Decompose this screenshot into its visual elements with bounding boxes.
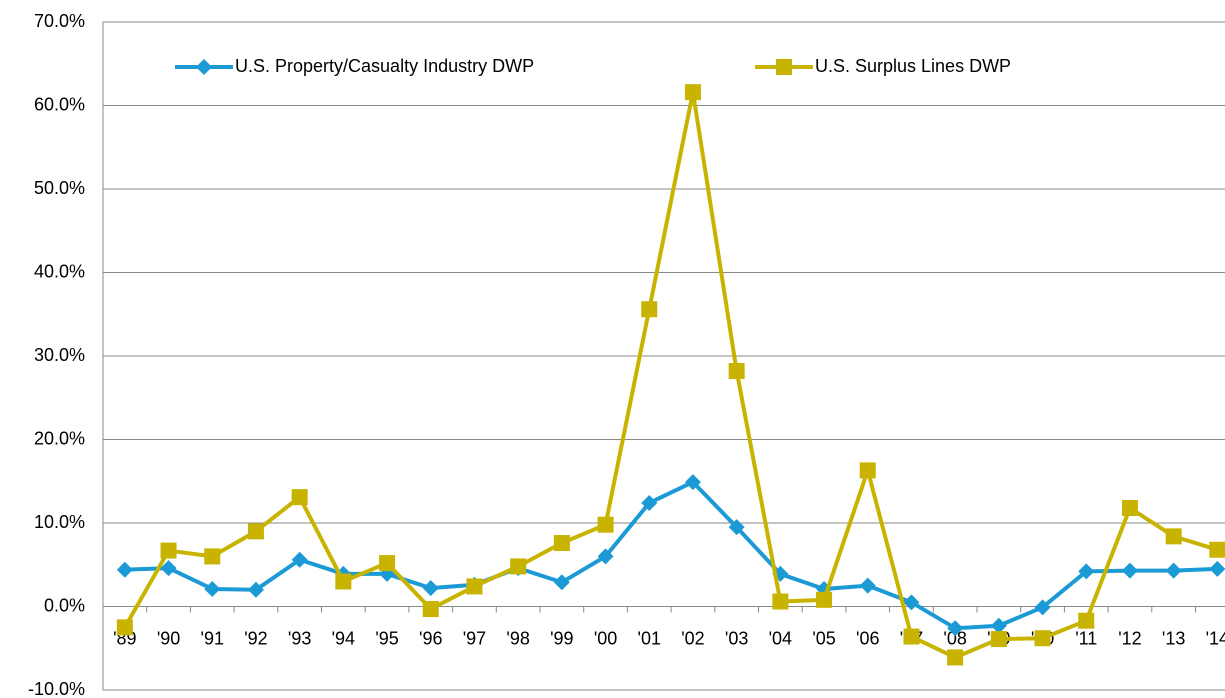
point	[204, 580, 221, 597]
series-line	[124, 480, 1218, 631]
x-tick-label: '08	[943, 628, 966, 648]
legend-marker	[776, 59, 792, 75]
x-tick-label: '00	[594, 628, 617, 648]
y-tick-label: 20.0%	[34, 428, 85, 448]
point	[903, 628, 920, 645]
y-tick-label: 50.0%	[34, 178, 85, 198]
point	[160, 542, 177, 559]
x-tick-label: '95	[375, 628, 398, 648]
point	[684, 474, 701, 491]
point	[291, 551, 308, 568]
point	[1209, 541, 1225, 558]
point	[335, 573, 352, 590]
series-line	[123, 90, 1218, 660]
x-tick-label: '01	[638, 628, 661, 648]
point	[772, 593, 789, 610]
point	[204, 548, 221, 565]
point	[947, 649, 964, 666]
point	[1121, 499, 1138, 516]
point	[247, 523, 264, 540]
point	[1034, 630, 1051, 647]
point	[553, 535, 570, 552]
point	[684, 84, 701, 101]
x-tick-label: '93	[288, 628, 311, 648]
point	[422, 601, 439, 618]
point	[816, 591, 833, 608]
point	[597, 548, 614, 565]
point	[1078, 612, 1095, 629]
point	[1165, 528, 1182, 545]
point	[859, 462, 876, 479]
point	[641, 301, 658, 318]
point	[116, 561, 133, 578]
point	[247, 581, 264, 598]
y-tick-label: 60.0%	[34, 94, 85, 114]
y-tick-label: 10.0%	[34, 512, 85, 532]
point	[422, 580, 439, 597]
point	[1034, 599, 1051, 616]
point	[859, 577, 876, 594]
point	[466, 578, 483, 595]
x-tick-label: '97	[463, 628, 486, 648]
y-tick-label: 70.0%	[34, 11, 85, 31]
x-tick-label: '96	[419, 628, 442, 648]
point	[641, 494, 658, 511]
point	[379, 555, 396, 572]
x-tick-label: '90	[157, 628, 180, 648]
x-tick-label: '94	[332, 628, 355, 648]
y-tick-label: 0.0%	[44, 595, 85, 615]
x-tick-label: '98	[506, 628, 529, 648]
x-tick-label: '92	[244, 628, 267, 648]
y-tick-label: 40.0%	[34, 261, 85, 281]
x-tick-label: '91	[201, 628, 224, 648]
x-tick-label: '03	[725, 628, 748, 648]
legend-label: U.S. Property/Casualty Industry DWP	[235, 56, 534, 76]
point	[903, 594, 920, 611]
point	[160, 560, 177, 577]
point	[990, 631, 1007, 648]
point	[728, 519, 745, 536]
point	[1078, 563, 1095, 580]
point	[510, 558, 527, 575]
point	[291, 489, 308, 506]
y-tick-label: -10.0%	[28, 679, 85, 698]
x-tick-label: '06	[856, 628, 879, 648]
x-tick-label: '14	[1206, 628, 1225, 648]
x-tick-label: '11	[1075, 628, 1097, 648]
x-tick-label: '04	[769, 628, 792, 648]
x-tick-label: '12	[1118, 628, 1141, 648]
point	[553, 574, 570, 591]
y-tick-label: 30.0%	[34, 345, 85, 365]
point	[728, 363, 745, 380]
x-tick-label: '05	[812, 628, 835, 648]
point	[116, 619, 133, 636]
point	[1165, 562, 1182, 579]
legend-label: U.S. Surplus Lines DWP	[815, 56, 1011, 76]
point	[1121, 562, 1138, 579]
point	[597, 516, 614, 533]
x-tick-label: '02	[681, 628, 704, 648]
x-tick-label: '13	[1162, 628, 1185, 648]
point	[1209, 560, 1225, 577]
point	[947, 620, 964, 637]
x-tick-label: '99	[550, 628, 573, 648]
legend-marker	[196, 59, 212, 75]
point	[990, 617, 1007, 634]
